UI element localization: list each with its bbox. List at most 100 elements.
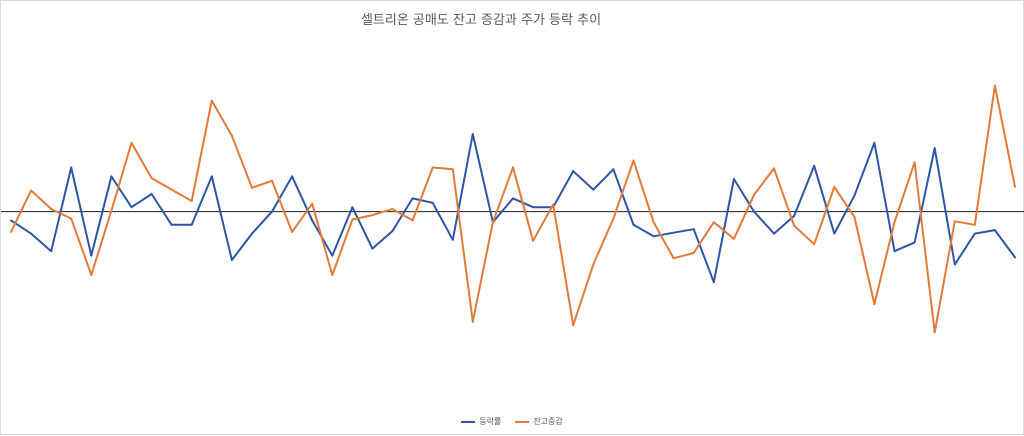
data-point[interactable]	[110, 209, 113, 212]
data-point[interactable]	[893, 221, 896, 224]
data-point[interactable]	[30, 189, 33, 192]
data-point[interactable]	[491, 221, 494, 224]
data-point[interactable]	[190, 223, 193, 226]
data-point[interactable]	[692, 228, 695, 231]
data-point[interactable]	[753, 193, 755, 196]
data-point[interactable]	[512, 197, 514, 200]
data-point[interactable]	[712, 281, 715, 284]
data-point[interactable]	[692, 252, 695, 254]
data-point[interactable]	[612, 168, 615, 171]
data-point[interactable]	[30, 232, 33, 235]
data-point[interactable]	[933, 147, 936, 150]
data-point[interactable]	[351, 218, 354, 221]
data-point[interactable]	[371, 214, 374, 217]
data-point[interactable]	[271, 179, 273, 182]
data-point[interactable]	[10, 230, 12, 233]
data-point[interactable]	[70, 166, 73, 169]
data-point[interactable]	[793, 224, 796, 227]
data-point[interactable]	[70, 217, 73, 220]
data-point[interactable]	[311, 219, 314, 222]
data-point[interactable]	[712, 221, 715, 224]
data-point[interactable]	[953, 263, 956, 266]
data-point[interactable]	[411, 219, 414, 222]
data-point[interactable]	[150, 177, 153, 180]
data-point[interactable]	[973, 232, 976, 235]
legend-item-잔고증감[interactable]: 잔고증감	[515, 416, 563, 427]
data-point[interactable]	[732, 178, 735, 180]
data-point[interactable]	[110, 175, 113, 178]
data-point[interactable]	[391, 230, 394, 232]
data-point[interactable]	[331, 274, 334, 276]
data-point[interactable]	[632, 159, 635, 162]
data-point[interactable]	[291, 175, 294, 178]
data-point[interactable]	[632, 223, 635, 226]
data-point[interactable]	[773, 167, 775, 170]
data-point[interactable]	[953, 220, 956, 223]
data-point[interactable]	[652, 221, 655, 224]
legend-item-등락률[interactable]: 등락률	[461, 416, 501, 427]
data-point[interactable]	[1014, 185, 1016, 188]
data-point[interactable]	[913, 241, 916, 244]
data-point[interactable]	[391, 208, 394, 210]
data-point[interactable]	[431, 166, 434, 169]
data-point[interactable]	[612, 217, 615, 220]
data-point[interactable]	[813, 243, 816, 246]
data-point[interactable]	[210, 175, 213, 178]
data-point[interactable]	[170, 223, 173, 226]
data-point[interactable]	[1014, 256, 1016, 259]
data-point[interactable]	[833, 185, 836, 188]
data-point[interactable]	[993, 84, 996, 87]
data-point[interactable]	[130, 141, 133, 144]
data-point[interactable]	[913, 161, 916, 164]
data-point[interactable]	[230, 134, 233, 137]
data-point[interactable]	[572, 170, 575, 173]
data-point[interactable]	[50, 250, 53, 253]
data-point[interactable]	[431, 201, 434, 204]
data-point[interactable]	[10, 219, 12, 222]
data-point[interactable]	[773, 232, 775, 235]
data-point[interactable]	[271, 210, 273, 213]
data-point[interactable]	[753, 210, 755, 213]
data-point[interactable]	[672, 257, 675, 260]
data-point[interactable]	[873, 303, 876, 306]
data-point[interactable]	[532, 206, 535, 209]
data-point[interactable]	[50, 208, 53, 210]
data-point[interactable]	[150, 193, 153, 195]
data-point[interactable]	[411, 197, 414, 200]
data-point[interactable]	[471, 133, 474, 136]
data-point[interactable]	[471, 320, 474, 323]
data-point[interactable]	[993, 229, 996, 232]
data-point[interactable]	[451, 168, 454, 171]
data-point[interactable]	[732, 237, 735, 240]
data-point[interactable]	[371, 247, 374, 250]
data-point[interactable]	[592, 263, 595, 266]
data-point[interactable]	[973, 223, 976, 226]
data-point[interactable]	[552, 203, 555, 206]
data-point[interactable]	[251, 232, 253, 235]
data-point[interactable]	[230, 259, 233, 261]
data-point[interactable]	[813, 164, 816, 167]
data-point[interactable]	[833, 232, 836, 235]
data-point[interactable]	[512, 166, 514, 169]
data-point[interactable]	[291, 230, 294, 233]
data-point[interactable]	[793, 215, 796, 217]
data-point[interactable]	[853, 215, 856, 218]
data-point[interactable]	[251, 186, 253, 189]
data-point[interactable]	[933, 331, 936, 334]
data-point[interactable]	[351, 206, 354, 209]
data-point[interactable]	[130, 206, 133, 209]
data-point[interactable]	[210, 99, 213, 102]
data-point[interactable]	[90, 254, 93, 257]
data-point[interactable]	[873, 141, 876, 144]
data-point[interactable]	[532, 239, 535, 242]
data-point[interactable]	[893, 250, 896, 253]
data-point[interactable]	[672, 231, 675, 234]
data-point[interactable]	[90, 274, 93, 276]
data-point[interactable]	[572, 324, 575, 327]
data-point[interactable]	[853, 194, 856, 197]
data-point[interactable]	[170, 188, 173, 191]
data-point[interactable]	[190, 200, 193, 202]
data-point[interactable]	[592, 188, 595, 191]
data-point[interactable]	[451, 238, 454, 241]
data-point[interactable]	[331, 254, 334, 257]
